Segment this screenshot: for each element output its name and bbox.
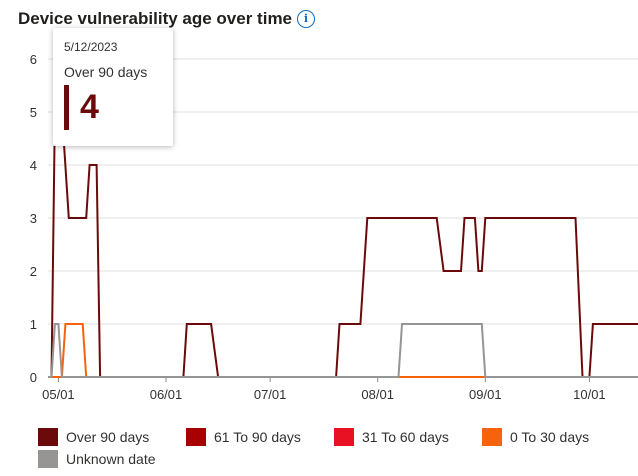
hover-tooltip: 5/12/2023 Over 90 days 4 <box>53 28 173 146</box>
y-tick-label: 0 <box>30 370 37 385</box>
y-tick-label: 3 <box>30 211 37 226</box>
series-lines <box>48 111 638 378</box>
y-tick-label: 5 <box>30 105 37 120</box>
x-tick-label: 07/01 <box>254 387 287 402</box>
legend-swatch <box>482 428 502 446</box>
tooltip-series-name: Over 90 days <box>64 64 148 80</box>
legend-label: 61 To 90 days <box>214 429 301 445</box>
x-tick-label: 09/01 <box>469 387 502 402</box>
legend-swatch <box>334 428 354 446</box>
x-tick-label: 08/01 <box>361 387 394 402</box>
y-tick-label: 6 <box>30 52 37 67</box>
legend-label: Unknown date <box>66 451 156 467</box>
y-tick-label: 2 <box>30 264 37 279</box>
info-icon[interactable]: i <box>297 10 315 28</box>
line-chart: 0 1 2 3 4 5 6 05/01 06/01 07/01 08/01 09/01 10/01 <box>30 52 638 402</box>
series-line-unknown-date <box>48 323 638 378</box>
legend-label: 0 To 30 days <box>510 429 590 445</box>
tooltip-color-bar <box>64 85 69 130</box>
legend-swatch <box>38 428 58 446</box>
y-tick-label: 1 <box>30 317 37 332</box>
chart-legend: Over 90 days 61 To 90 days 31 To 60 days… <box>38 427 638 471</box>
x-tick-label: 05/01 <box>42 387 75 402</box>
legend-label: 31 To 60 days <box>362 429 449 445</box>
x-tick-label: 10/01 <box>573 387 606 402</box>
legend-label: Over 90 days <box>66 429 150 445</box>
series-line-over-90-days <box>48 111 638 378</box>
chart-title: Device vulnerability age over time <box>18 9 293 28</box>
legend-swatch <box>38 450 58 468</box>
tooltip-value: 4 <box>80 88 99 126</box>
tooltip-date: 5/12/2023 <box>64 40 118 54</box>
series-line-0-to-30-days <box>48 323 638 378</box>
y-tick-label: 4 <box>30 158 37 173</box>
legend-swatch <box>186 428 206 446</box>
x-tick-label: 06/01 <box>150 387 183 402</box>
